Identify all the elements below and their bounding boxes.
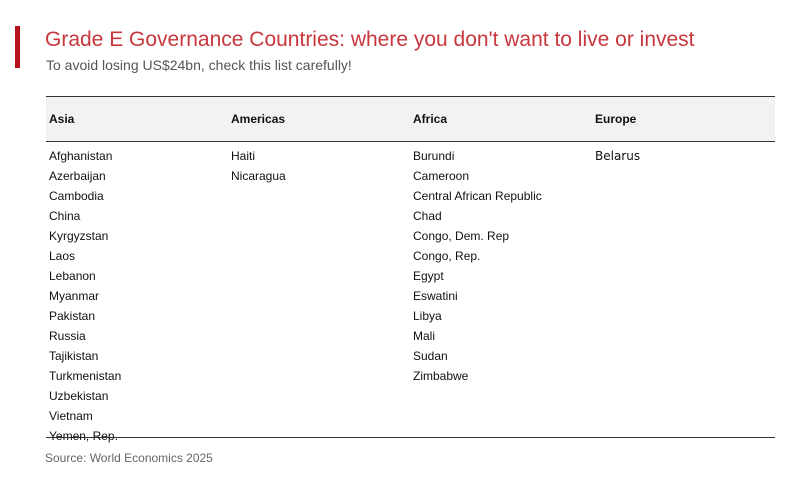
title-accent-bar	[15, 26, 20, 68]
table-cell: Afghanistan	[49, 149, 113, 163]
table-cell: Egypt	[413, 269, 444, 283]
column-header-europe: Europe	[595, 112, 637, 126]
countries-table: Asia Americas Africa Europe Afghanistan A…	[46, 96, 775, 443]
table-cell: Laos	[49, 249, 76, 263]
table-cell: Yemen, Rep.	[49, 429, 118, 443]
table-cell: Vietnam	[49, 409, 93, 423]
table-cell: Nicaragua	[231, 169, 286, 183]
table-cell: Congo, Rep.	[413, 249, 481, 263]
table-cell: Pakistan	[49, 309, 96, 323]
column-header-africa: Africa	[413, 112, 448, 126]
table-header-row: Asia Americas Africa Europe	[46, 97, 775, 142]
table-cell: China	[49, 209, 81, 223]
table-cell: Lebanon	[49, 269, 96, 283]
column-header-americas: Americas	[231, 112, 286, 126]
table-cell: Zimbabwe	[413, 369, 469, 383]
table-cell: Chad	[413, 209, 442, 223]
table-cell: Haiti	[231, 149, 256, 163]
table-body: Afghanistan Azerbaijan Cambodia China Kyrgyz…	[46, 142, 775, 443]
table-cell: Eswatini	[413, 289, 458, 303]
page-title: Grade E Governance Countries: where you …	[45, 28, 695, 51]
table-cell: Uzbekistan	[49, 389, 109, 403]
table-cell: Azerbaijan	[49, 169, 106, 183]
table-cell: Turkmenistan	[49, 369, 122, 383]
column-europe: Belarus	[592, 146, 774, 437]
table-cell: Mali	[413, 329, 436, 343]
table-cell: Burundi	[413, 149, 455, 163]
table-cell: Cameroon	[413, 169, 470, 183]
page-subtitle: To avoid losing US$24bn, check this list…	[46, 57, 352, 73]
table-cell: Tajikistan	[49, 349, 99, 363]
table-cell: Belarus	[595, 149, 641, 163]
table-cell: Myanmar	[49, 289, 100, 303]
table-cell: Sudan	[413, 349, 448, 363]
column-header-asia: Asia	[49, 112, 75, 126]
table-cell: Congo, Dem. Rep	[413, 229, 510, 243]
column-asia: Afghanistan Azerbaijan Cambodia China Kyrgyz…	[46, 146, 228, 443]
table-cell: Central African Republic	[413, 189, 542, 203]
column-americas: Haiti Nicaragua	[228, 146, 410, 437]
column-africa: Burundi Cameroon Central African Republic C…	[410, 146, 592, 437]
table-cell: Kyrgyzstan	[49, 229, 109, 243]
table-cell: Cambodia	[49, 189, 104, 203]
source-note: Source: World Economics 2025	[45, 451, 213, 465]
table-cell: Libya	[413, 309, 442, 323]
table-cell: Russia	[49, 329, 86, 343]
